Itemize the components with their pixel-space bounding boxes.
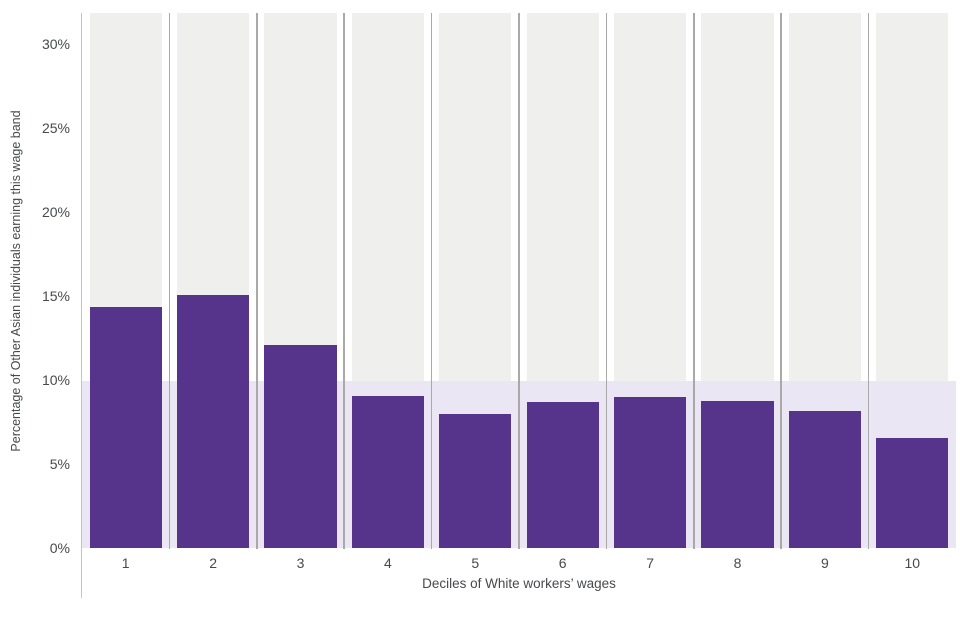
- x-category-label-6: 6: [558, 555, 567, 571]
- column-background-decile-5: [439, 13, 512, 381]
- x-category-label-1: 1: [121, 555, 130, 571]
- y-tick-label-25: 25%: [41, 119, 70, 136]
- y-tick-label-5: 5%: [49, 455, 70, 472]
- y-axis-title: Percentage of Other Asian individuals ea…: [9, 110, 23, 452]
- gridline-3: [343, 13, 345, 549]
- bar-decile-2: [176, 295, 250, 549]
- gridline-9: [867, 13, 870, 549]
- column-background-decile-10: [876, 13, 949, 381]
- y-tick-label-30: 30%: [41, 35, 70, 52]
- column-background-decile-6: [526, 13, 599, 381]
- x-category-label-5: 5: [471, 555, 480, 571]
- bar-decile-7: [613, 397, 687, 549]
- gridline-8: [780, 13, 782, 549]
- column-background-decile-8: [701, 13, 774, 381]
- gridline-2: [256, 13, 258, 549]
- x-category-label-4: 4: [383, 555, 392, 571]
- bar-decile-9: [788, 410, 862, 549]
- y-tick-label-20: 20%: [41, 203, 70, 220]
- gridline-7: [693, 13, 695, 549]
- gridline-1: [168, 13, 171, 549]
- column-background-decile-4: [351, 13, 425, 381]
- x-category-label-7: 7: [646, 555, 654, 571]
- gridline-6: [605, 13, 608, 549]
- column-background-decile-9: [788, 13, 862, 381]
- y-tick-label-0: 0%: [49, 539, 70, 556]
- column-background-decile-3: [264, 13, 337, 381]
- y-axis-line: [80, 13, 82, 598]
- bar-decile-4: [351, 395, 425, 549]
- x-category-label-2: 2: [209, 555, 217, 571]
- bar-decile-10: [876, 437, 949, 549]
- x-category-label-3: 3: [296, 555, 305, 571]
- gridline-5: [518, 13, 520, 549]
- bar-decile-3: [264, 345, 337, 549]
- y-tick-label-10: 10%: [41, 371, 70, 388]
- bar-decile-6: [526, 402, 599, 549]
- x-axis-title: Deciles of White workers’ wages: [422, 576, 616, 591]
- bar-decile-1: [89, 306, 162, 549]
- x-category-label-8: 8: [733, 555, 742, 571]
- x-category-label-9: 9: [820, 555, 829, 571]
- y-tick-label-15: 15%: [41, 287, 70, 304]
- gridline-4: [430, 13, 433, 549]
- bar-decile-8: [701, 400, 774, 549]
- bar-decile-5: [439, 414, 512, 549]
- column-background-decile-7: [613, 13, 687, 381]
- x-category-label-10: 10: [904, 555, 921, 571]
